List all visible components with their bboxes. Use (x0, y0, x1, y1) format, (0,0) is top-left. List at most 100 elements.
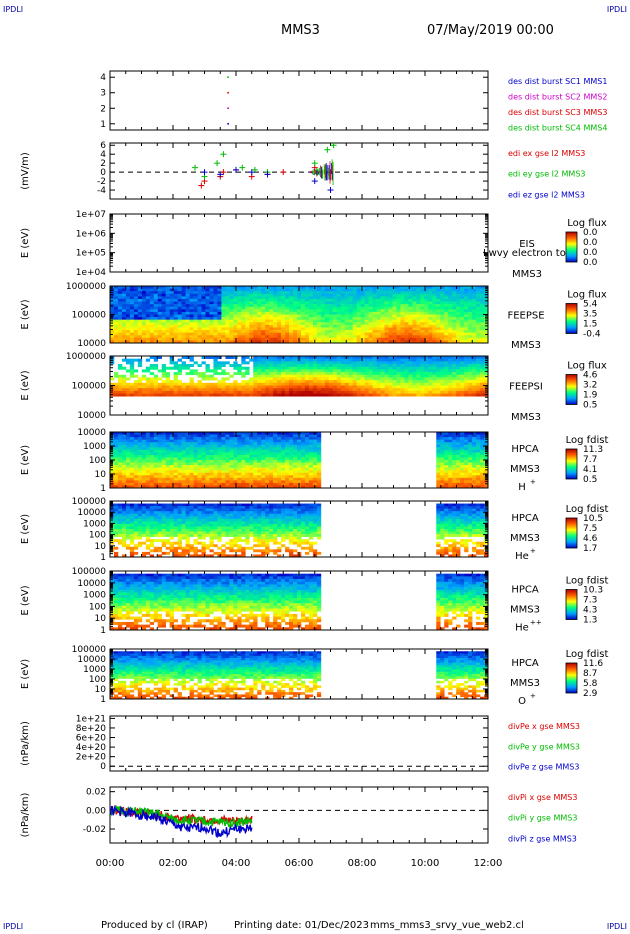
heatmap-cell (357, 383, 361, 386)
heatmap-cell (130, 460, 134, 463)
heatmap-cell (253, 437, 257, 440)
heatmap-cell (357, 369, 361, 372)
heatmap-cell (456, 377, 460, 380)
heatmap-cell (126, 294, 130, 297)
heatmap-cell (464, 386, 468, 389)
heatmap-cell (476, 383, 480, 386)
heatmap-cell (408, 394, 412, 397)
heatmap-cell (361, 289, 365, 292)
heatmap-cell (217, 478, 221, 481)
heatmap-cell (229, 302, 233, 305)
heatmap-cell (420, 312, 424, 315)
heatmap-cell (170, 299, 174, 302)
heatmap-cell (408, 367, 412, 370)
heatmap-cell (468, 377, 472, 380)
heatmap-cell (186, 372, 190, 375)
heatmap-cell (393, 302, 397, 305)
heatmap-cell (273, 386, 277, 389)
heatmap-cell (297, 361, 301, 364)
heatmap-cell (122, 375, 126, 378)
heatmap-cell (337, 294, 341, 297)
heatmap-cell (357, 391, 361, 394)
heatmap-cell (190, 312, 194, 315)
heatmap-cell (253, 325, 257, 328)
heatmap-cell (281, 361, 285, 364)
heatmap-cell (325, 315, 329, 318)
heatmap-cell (186, 367, 190, 370)
heatmap-cell (194, 457, 198, 460)
heatmap-cell (122, 289, 126, 292)
heatmap-cell (373, 359, 377, 362)
heatmap-cell (237, 394, 241, 397)
heatmap-cell (464, 309, 468, 312)
heatmap-cell (237, 440, 241, 443)
heatmap-cell (257, 338, 261, 341)
heatmap-cell (468, 312, 472, 315)
heatmap-cell (389, 289, 393, 292)
y-tick-label: 1000000 (66, 352, 106, 362)
heatmap-cell (297, 367, 301, 370)
heatmap-cell (233, 391, 237, 394)
heatmap-cell (361, 315, 365, 318)
heatmap-cell (448, 394, 452, 397)
heatmap-cell (257, 361, 261, 364)
heatmap-cell (213, 470, 217, 473)
heatmap-cell (408, 335, 412, 338)
heatmap-cell (472, 335, 476, 338)
heatmap-cell (285, 442, 289, 445)
heatmap-cell (178, 296, 182, 299)
heatmap-cell (237, 291, 241, 294)
heatmap-cell (186, 330, 190, 333)
heatmap-cell (134, 386, 138, 389)
heatmap-cell (420, 307, 424, 310)
heatmap-cell (186, 447, 190, 450)
y-tick-label: 1000000 (66, 282, 106, 292)
heatmap-cell (297, 299, 301, 302)
heatmap-cell (301, 452, 305, 455)
heatmap-cell (404, 333, 408, 336)
heatmap-cell (205, 367, 209, 370)
y-tick-label: 4 (100, 150, 106, 160)
heatmap-cell (293, 375, 297, 378)
heatmap-cell (257, 375, 261, 378)
heatmap-cell (202, 440, 206, 443)
heatmap-cell (130, 312, 134, 315)
heatmap-cell (186, 470, 190, 473)
heatmap-cell (297, 364, 301, 367)
heatmap-cell (281, 442, 285, 445)
heatmap-cell (162, 309, 166, 312)
heatmap-cell (174, 452, 178, 455)
heatmap-cell (432, 307, 436, 310)
heatmap-cell (396, 359, 400, 362)
heatmap-cell (253, 435, 257, 438)
heatmap-cell (325, 383, 329, 386)
heatmap-cell (245, 452, 249, 455)
heatmap-cell (209, 465, 213, 468)
heatmap-cell (237, 480, 241, 483)
y-tick-label: 4 (100, 73, 106, 83)
heatmap-cell (205, 447, 209, 450)
heatmap-cell (349, 291, 353, 294)
heatmap-cell (118, 291, 122, 294)
heatmap-cell (241, 317, 245, 320)
heatmap-cell (325, 312, 329, 315)
heatmap-cell (440, 291, 444, 294)
heatmap-cell (269, 460, 273, 463)
heatmap-cell (428, 367, 432, 370)
heatmap-cell (385, 322, 389, 325)
heatmap-cell (289, 327, 293, 330)
heatmap-cell (257, 452, 261, 455)
heatmap-cell (281, 291, 285, 294)
heatmap-cell (436, 367, 440, 370)
heatmap-cell (301, 383, 305, 386)
heatmap-cell (432, 320, 436, 323)
heatmap-cell (400, 315, 404, 318)
heatmap-cell (237, 307, 241, 310)
heatmap-cell (416, 364, 420, 367)
heatmap-cell (126, 483, 130, 486)
heatmap-cell (357, 361, 361, 364)
heatmap-cell (416, 307, 420, 310)
heatmap-cell (225, 440, 229, 443)
heatmap-cell (373, 386, 377, 389)
heatmap-cell (373, 304, 377, 307)
